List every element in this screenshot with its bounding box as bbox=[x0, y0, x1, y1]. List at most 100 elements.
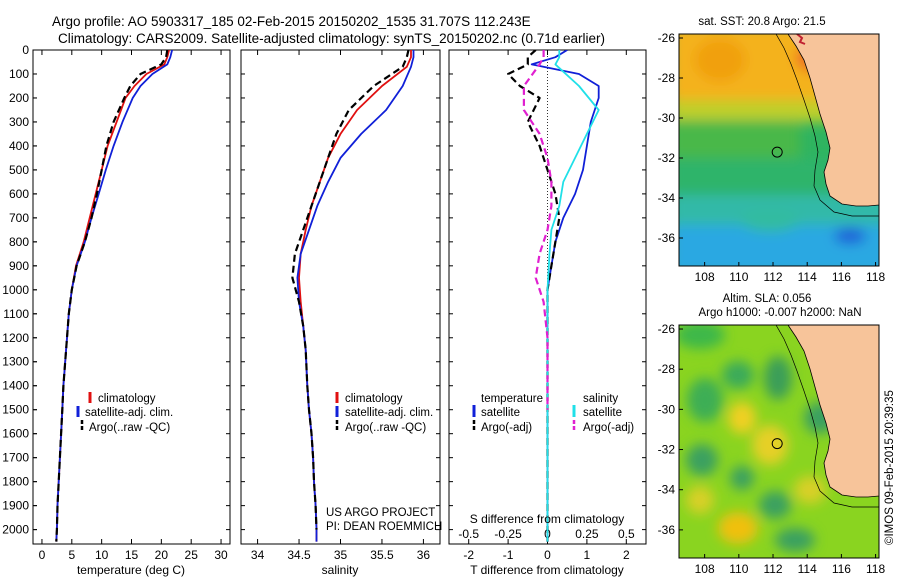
difference-series bbox=[507, 50, 600, 542]
legend-header-salinity: salinity bbox=[583, 393, 618, 405]
depth-tick-label: 700 bbox=[9, 211, 29, 225]
series-line-t-argo-adj- bbox=[507, 50, 561, 542]
depth-tick-label: 0 bbox=[22, 43, 29, 57]
s-tick-label: -0.25 bbox=[494, 527, 522, 541]
lat-tick-label: -32 bbox=[658, 151, 676, 165]
series-line-argo-raw-qc- bbox=[291, 50, 410, 530]
depth-tick-label: 1400 bbox=[2, 379, 29, 393]
x-tick-label: 35.5 bbox=[370, 548, 394, 562]
sla-map-frame bbox=[678, 324, 880, 559]
x-tick-label: 0 bbox=[39, 548, 46, 562]
sst-map-land bbox=[775, 34, 879, 217]
series-line-climatology bbox=[298, 50, 412, 542]
sst-map-title: sat. SST: 20.8 Argo: 21.5 bbox=[698, 16, 825, 28]
temperature-series bbox=[55, 50, 173, 542]
legend-label-s-satellite: satellite bbox=[583, 407, 622, 419]
series-line-argo-raw-qc- bbox=[55, 50, 169, 542]
depth-tick-label: 600 bbox=[9, 187, 29, 201]
legend-label-satellite: satellite-adj. clim. bbox=[345, 407, 433, 419]
imos-stamp: ©IMOS 09-Feb-2015 20:39:35 bbox=[884, 390, 896, 545]
series-line-s-satellite bbox=[546, 50, 600, 542]
lon-tick-label: 108 bbox=[695, 562, 715, 576]
legend-label-climatology: climatology bbox=[98, 393, 156, 405]
salinity-series bbox=[291, 50, 415, 542]
x-tick-label: 34.5 bbox=[287, 548, 311, 562]
s-difference-axis-label: S difference from climatology bbox=[470, 512, 625, 526]
lat-tick-label: -34 bbox=[658, 483, 676, 497]
depth-tick-label: 500 bbox=[9, 163, 29, 177]
x-tick-label: 5 bbox=[68, 548, 75, 562]
lon-tick-label: 110 bbox=[729, 270, 748, 284]
x-tick-label: -2 bbox=[463, 548, 474, 562]
x-tick-label: 1 bbox=[584, 548, 591, 562]
pi-label: PI: DEAN ROEMMICH bbox=[326, 521, 442, 533]
depth-tick-label: 2000 bbox=[2, 523, 29, 537]
legend-label-s-argo: Argo(-adj) bbox=[583, 422, 634, 434]
depth-tick-label: 400 bbox=[9, 139, 29, 153]
lat-tick-label: -32 bbox=[658, 443, 676, 457]
series-line-t-satellite bbox=[530, 50, 600, 542]
argo-position-marker bbox=[771, 146, 783, 158]
depth-tick-label: 1200 bbox=[2, 331, 29, 345]
sla-map-land bbox=[775, 325, 879, 508]
sst-map-frame bbox=[678, 33, 880, 267]
x-tick-label: 34 bbox=[251, 548, 265, 562]
x-tick-label: 15 bbox=[125, 548, 139, 562]
depth-tick-label: 1600 bbox=[2, 427, 29, 441]
x-tick-label: 25 bbox=[185, 548, 199, 562]
lat-tick-label: -34 bbox=[658, 191, 676, 205]
depth-tick-label: 1900 bbox=[2, 499, 29, 513]
depth-axis: 0 100 200 300 400 500 600 700 800 900 1000 1100 1200… bbox=[2, 43, 37, 537]
legend-label-satellite: satellite-adj. clim. bbox=[85, 407, 173, 419]
legend-label-t-argo: Argo(-adj) bbox=[481, 422, 532, 434]
series-line-climatology bbox=[55, 50, 170, 542]
lon-tick-label: 112 bbox=[763, 562, 782, 576]
depth-tick-label: 100 bbox=[9, 67, 29, 81]
salinity-axis-label: salinity bbox=[322, 563, 359, 577]
depth-tick-label: 800 bbox=[9, 235, 29, 249]
s-tick-label: 0.5 bbox=[618, 527, 635, 541]
depth-tick-label: 1500 bbox=[2, 403, 29, 417]
lon-tick-label: 118 bbox=[866, 270, 885, 284]
lon-tick-label: 110 bbox=[729, 562, 748, 576]
x-tick-label: 35 bbox=[334, 548, 348, 562]
header-line-2: Climatology: CARS2009. Satellite-adjuste… bbox=[58, 31, 605, 46]
x-tick-label: 30 bbox=[214, 548, 228, 562]
lat-tick-label: -36 bbox=[658, 231, 676, 245]
series-line-satellite-adj-clim- bbox=[296, 50, 415, 542]
x-tick-label: 0 bbox=[544, 548, 551, 562]
series-line-satellite-adj-clim- bbox=[55, 50, 173, 542]
sla-title-line-1: Altim. SLA: 0.056 bbox=[723, 293, 812, 305]
t-difference-axis-label: T difference from climatology bbox=[470, 563, 624, 577]
lon-tick-label: 118 bbox=[866, 562, 885, 576]
lon-tick-label: 114 bbox=[798, 270, 817, 284]
depth-tick-label: 300 bbox=[9, 115, 29, 129]
salinity-legend: climatology satellite-adj. clim. Argo(..… bbox=[335, 392, 433, 434]
legend-header-temperature: temperature bbox=[481, 393, 543, 405]
x-tick-label: 10 bbox=[95, 548, 109, 562]
lon-tick-label: 116 bbox=[832, 270, 851, 284]
s-tick-label: 0.25 bbox=[575, 527, 599, 541]
temperature-legend: climatology satellite-adj. clim. Argo(..… bbox=[76, 392, 173, 434]
temperature-axes: 0 5 10 15 20 25 30 bbox=[33, 49, 230, 562]
lat-tick-label: -26 bbox=[658, 322, 676, 336]
legend-label-argo: Argo(..raw -QC) bbox=[345, 422, 426, 434]
salinity-axes: 34 34.5 35 35.5 36 bbox=[241, 49, 440, 562]
lon-tick-label: 116 bbox=[832, 562, 851, 576]
header-line-1: Argo profile: AO 5903317_185 02-Feb-2015… bbox=[52, 14, 531, 29]
depth-tick-label: 1100 bbox=[3, 307, 29, 321]
depth-tick-label: 1300 bbox=[2, 355, 29, 369]
x-tick-label: 20 bbox=[155, 548, 169, 562]
lat-tick-label: -28 bbox=[658, 71, 676, 85]
argo-position-marker bbox=[771, 438, 783, 450]
legend-label-argo: Argo(..raw -QC) bbox=[89, 422, 170, 434]
lat-tick-label: -36 bbox=[658, 523, 676, 537]
lat-tick-label: -30 bbox=[658, 402, 676, 416]
legend-label-t-satellite: satellite bbox=[481, 407, 520, 419]
difference-legend: temperature salinity satellite Argo(-adj… bbox=[472, 393, 634, 434]
lon-tick-label: 114 bbox=[798, 562, 817, 576]
lat-tick-label: -30 bbox=[658, 111, 676, 125]
depth-tick-label: 200 bbox=[9, 91, 29, 105]
depth-tick-label: 900 bbox=[9, 259, 29, 273]
